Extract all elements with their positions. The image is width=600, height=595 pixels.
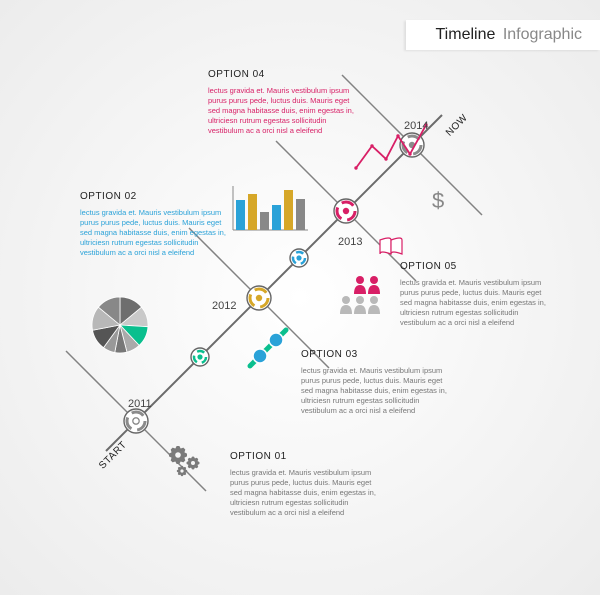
block-title: OPTION 05	[400, 260, 550, 274]
year-label: 2012	[212, 300, 236, 312]
text-block-opt05: OPTION 05 lectus gravida et. Mauris vesti…	[400, 260, 550, 328]
block-title: OPTION 02	[80, 190, 230, 204]
text-block-opt03: OPTION 03 lectus gravida et. Mauris vesti…	[301, 348, 451, 416]
text-block-opt02: OPTION 02 lectus gravida et. Mauris vesti…	[80, 190, 230, 258]
block-title: OPTION 03	[301, 348, 451, 362]
year-label: 2014	[404, 120, 428, 132]
year-label: 2011	[128, 398, 152, 410]
block-body: lectus gravida et. Mauris vestibulum ips…	[80, 208, 230, 259]
block-body: lectus gravida et. Mauris vestibulum ips…	[208, 86, 358, 137]
block-body: lectus gravida et. Mauris vestibulum ips…	[230, 468, 380, 519]
svg-text:$: $	[432, 188, 444, 213]
block-body: lectus gravida et. Mauris vestibulum ips…	[301, 366, 451, 417]
year-label: 2013	[338, 236, 362, 248]
block-title: OPTION 04	[208, 68, 358, 82]
block-title: OPTION 01	[230, 450, 380, 464]
text-block-opt04: OPTION 04 lectus gravida et. Mauris vesti…	[208, 68, 358, 136]
text-block-opt01: OPTION 01 lectus gravida et. Mauris vesti…	[230, 450, 380, 518]
block-body: lectus gravida et. Mauris vestibulum ips…	[400, 278, 550, 329]
